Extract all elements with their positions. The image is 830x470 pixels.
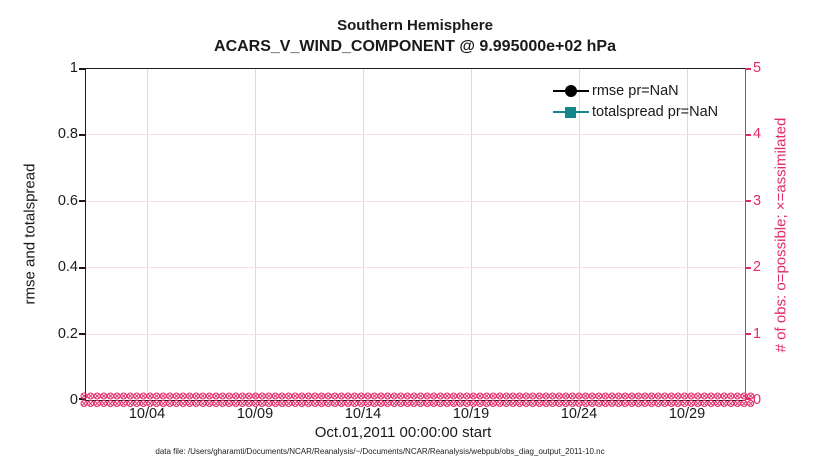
x-axis-tick-label: 10/29 — [668, 406, 706, 422]
right-tick-mark — [745, 68, 751, 70]
right-axis-tick-label: 2 — [753, 259, 762, 275]
right-tick-mark — [745, 200, 751, 202]
legend-label: rmse pr=NaN — [592, 82, 679, 99]
x-axis-tick-label: 10/09 — [236, 406, 274, 422]
right-tick-mark — [745, 398, 751, 400]
right-axis-tick-label: 0 — [753, 392, 762, 408]
vertical-gridline — [471, 69, 472, 399]
plot-subtitle: ACARS_V_WIND_COMPONENT @ 9.995000e+02 hP… — [214, 38, 616, 55]
plot-title: Southern Hemisphere — [337, 17, 493, 34]
left-axis-tick-label: 1 — [69, 60, 78, 76]
left-axis-tick-label: 0.4 — [57, 259, 78, 275]
horizontal-gridline — [86, 201, 743, 202]
legend: rmse pr=NaN totalspread pr=NaN — [553, 80, 718, 122]
obs-count-zero-markers — [80, 392, 755, 408]
right-axis-tick-label: 4 — [753, 126, 762, 142]
right-tick-mark — [745, 134, 751, 136]
right-tick-mark — [745, 267, 751, 269]
right-axis-tick-label: 1 — [753, 326, 762, 342]
left-tick-mark — [79, 333, 85, 335]
left-tick-mark — [79, 68, 85, 70]
legend-item-totalspread: totalspread pr=NaN — [553, 101, 718, 122]
vertical-gridline — [687, 69, 688, 399]
legend-label: totalspread pr=NaN — [592, 103, 719, 120]
vertical-gridline — [363, 69, 364, 399]
left-axis-tick-label: 0.2 — [57, 326, 78, 342]
rmse-line-circle-marker-icon — [553, 84, 589, 98]
left-axis-tick-label: 0.8 — [57, 126, 78, 142]
x-axis-tick-label: 10/04 — [128, 406, 166, 422]
left-tick-mark — [79, 134, 85, 136]
filled-square-marker-icon — [565, 106, 576, 118]
left-tick-mark — [79, 267, 85, 269]
legend-item-rmse: rmse pr=NaN — [553, 80, 718, 101]
vertical-gridline — [147, 69, 148, 399]
horizontal-gridline — [86, 334, 743, 335]
right-axis-label: # of obs: o=possible; ×=assimilated — [772, 117, 790, 353]
x-axis-label: Oct.01,2011 00:00:00 start — [314, 424, 492, 441]
right-tick-mark — [745, 333, 751, 335]
left-axis-tick-label: 0.6 — [57, 193, 78, 209]
totalspread-line-square-marker-icon — [553, 105, 589, 119]
vertical-gridline — [579, 69, 580, 399]
left-axis-label: rmse and totalspread — [21, 163, 39, 305]
x-axis-tick-label: 10/24 — [560, 406, 598, 422]
left-axis-tick-label: 0 — [69, 392, 78, 408]
horizontal-gridline — [86, 267, 743, 268]
horizontal-gridline — [86, 134, 743, 135]
data-file-caption: data file: /Users/gharamti/Documents/NCA… — [155, 447, 605, 456]
left-tick-mark — [79, 200, 85, 202]
vertical-gridline — [255, 69, 256, 399]
right-axis-tick-label: 3 — [753, 193, 762, 209]
filled-circle-marker-icon — [565, 84, 577, 97]
x-axis-tick-label: 10/14 — [344, 406, 382, 422]
right-axis-tick-label: 5 — [753, 60, 762, 76]
x-axis-tick-label: 10/19 — [452, 406, 490, 422]
